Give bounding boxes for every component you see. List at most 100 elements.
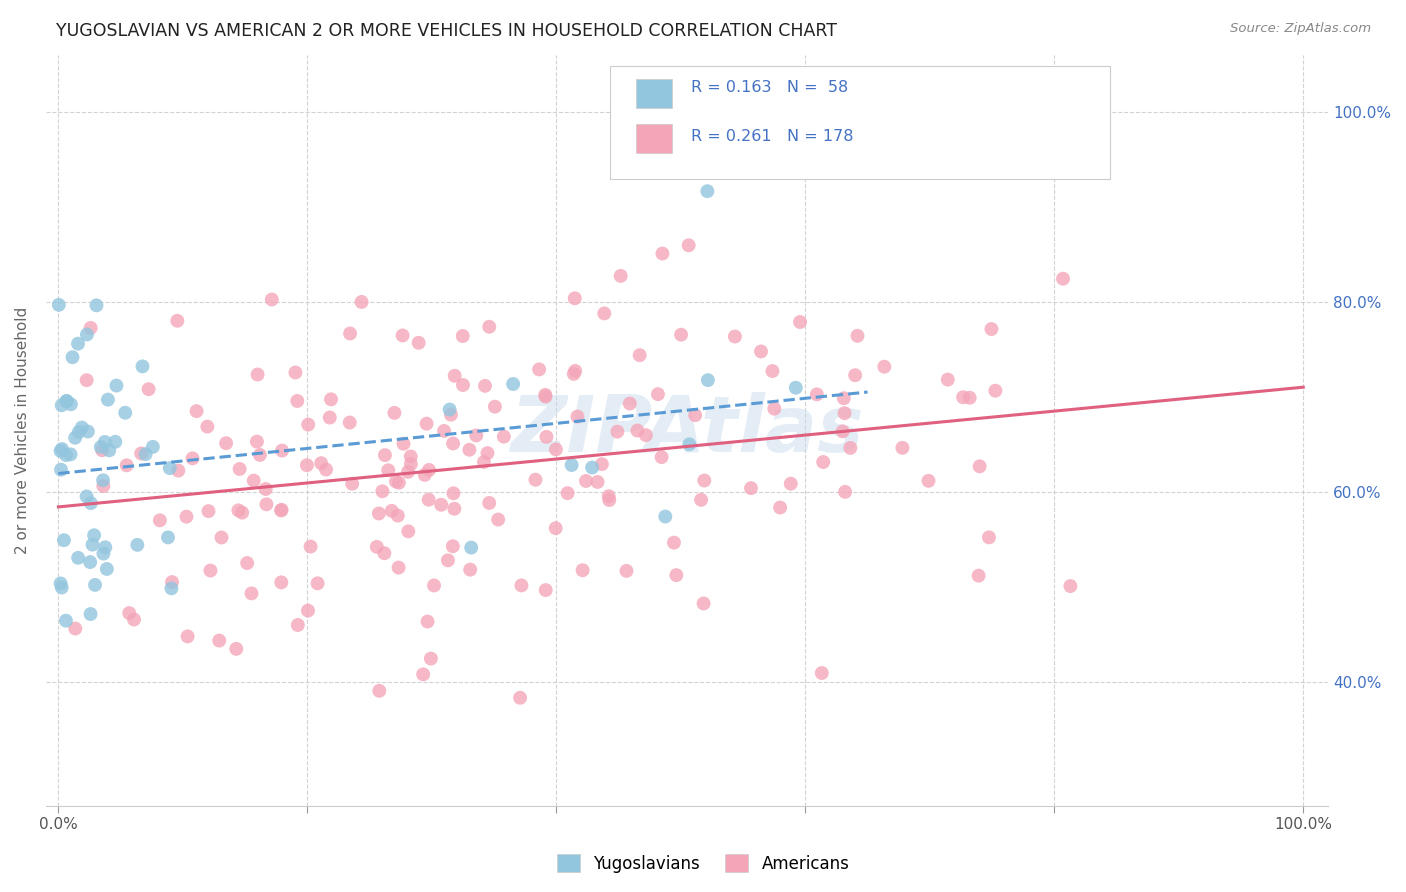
- Point: [967, 568, 990, 582]
- Point: [211, 531, 233, 545]
- Point: [562, 367, 585, 381]
- Point: [561, 458, 583, 472]
- Point: [270, 575, 292, 590]
- Point: [197, 504, 219, 518]
- Point: [142, 440, 165, 454]
- Point: [55, 393, 77, 408]
- Point: [62, 350, 84, 364]
- Point: [534, 390, 557, 404]
- Point: [215, 436, 238, 450]
- Point: [97, 392, 120, 407]
- Point: [96, 562, 118, 576]
- Point: [534, 388, 557, 402]
- Point: [271, 443, 294, 458]
- Point: [373, 546, 395, 560]
- Point: [536, 430, 558, 444]
- Point: [761, 364, 783, 378]
- Point: [385, 475, 408, 489]
- Text: ZIPAtlas: ZIPAtlas: [510, 392, 863, 468]
- Point: [433, 424, 456, 438]
- Point: [465, 428, 488, 442]
- Point: [844, 368, 866, 383]
- Point: [93, 479, 115, 493]
- Point: [571, 563, 593, 577]
- Point: [477, 446, 499, 460]
- Point: [484, 400, 506, 414]
- Point: [254, 497, 277, 511]
- Point: [55, 394, 77, 409]
- Point: [246, 434, 269, 449]
- Point: [76, 373, 98, 387]
- Point: [52, 533, 75, 548]
- Point: [307, 576, 329, 591]
- Point: [678, 238, 700, 252]
- Point: [228, 503, 250, 517]
- Point: [443, 368, 465, 383]
- Point: [366, 540, 388, 554]
- Point: [451, 378, 474, 392]
- Point: [381, 504, 404, 518]
- Point: [270, 503, 292, 517]
- Point: [228, 462, 250, 476]
- Point: [690, 492, 713, 507]
- Point: [350, 294, 373, 309]
- Point: [156, 530, 179, 544]
- Point: [367, 507, 389, 521]
- Point: [299, 540, 322, 554]
- Point: [412, 667, 434, 681]
- Point: [749, 344, 772, 359]
- Point: [619, 396, 641, 410]
- Point: [167, 464, 190, 478]
- Point: [371, 484, 394, 499]
- Point: [831, 425, 853, 439]
- Point: [873, 359, 896, 374]
- Point: [763, 401, 786, 416]
- Point: [94, 541, 117, 555]
- Point: [458, 563, 481, 577]
- Point: [806, 387, 828, 401]
- Point: [122, 613, 145, 627]
- Point: [297, 417, 319, 432]
- Point: [502, 376, 524, 391]
- Point: [149, 513, 172, 527]
- Point: [460, 541, 482, 555]
- Point: [208, 633, 231, 648]
- Point: [287, 618, 309, 632]
- Point: [724, 329, 747, 343]
- Point: [984, 384, 1007, 398]
- Point: [810, 666, 832, 681]
- Point: [692, 597, 714, 611]
- Point: [55, 448, 77, 462]
- Point: [430, 498, 453, 512]
- Point: [509, 690, 531, 705]
- Point: [159, 461, 181, 475]
- Point: [478, 496, 501, 510]
- Point: [98, 443, 121, 458]
- Point: [441, 539, 464, 553]
- Text: R = 0.163   N =  58: R = 0.163 N = 58: [690, 80, 848, 95]
- Point: [236, 556, 259, 570]
- Point: [48, 298, 70, 312]
- Point: [678, 437, 700, 451]
- Point: [399, 457, 422, 471]
- Point: [669, 327, 692, 342]
- Point: [891, 441, 914, 455]
- Point: [315, 462, 337, 476]
- Point: [415, 417, 437, 431]
- Point: [59, 447, 82, 461]
- Point: [66, 336, 89, 351]
- Point: [309, 456, 332, 470]
- Point: [138, 382, 160, 396]
- Point: [246, 368, 269, 382]
- Point: [387, 560, 409, 574]
- Point: [176, 509, 198, 524]
- Point: [396, 524, 419, 539]
- Point: [284, 366, 307, 380]
- Point: [408, 335, 430, 350]
- Point: [832, 391, 855, 405]
- Point: [399, 450, 422, 464]
- Point: [626, 424, 648, 438]
- Point: [49, 463, 72, 477]
- Point: [581, 460, 603, 475]
- Point: [260, 293, 283, 307]
